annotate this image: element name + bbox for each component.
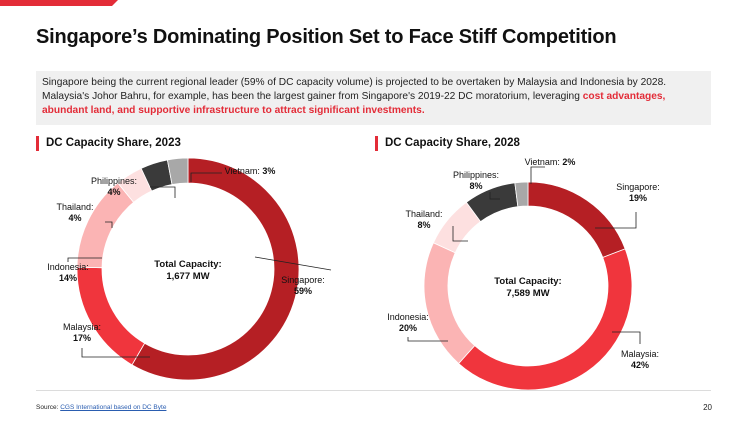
- data-label-name-singapore-1: Singapore:: [616, 182, 660, 192]
- center-value-1: 7,589 MW: [506, 288, 549, 299]
- leader-line-malaysia-1: [612, 331, 641, 344]
- leader-line-thailand-0: [105, 221, 113, 228]
- center-value-0: 1,677 MW: [166, 271, 209, 282]
- top-accent-bar: [0, 0, 118, 6]
- data-label-value-philippines-0: 4%: [107, 187, 120, 197]
- data-label-name-malaysia-0: Malaysia:: [63, 322, 101, 332]
- leader-line-vietnam-0: [190, 172, 222, 182]
- slice-indonesia-0: [76, 182, 135, 269]
- data-label-value-thailand-0: 4%: [68, 213, 81, 223]
- data-label-value-thailand-1: 8%: [417, 220, 430, 230]
- data-label-name-philippines-1: Philippines:: [453, 170, 499, 180]
- data-label-value-indonesia-0: 14%: [59, 273, 77, 283]
- summary-text: Singapore being the current regional lea…: [42, 77, 667, 102]
- data-label-value-singapore-0: 59%: [294, 286, 312, 296]
- leader-line-singapore-1: [595, 212, 637, 229]
- leader-line-philippines-1: [489, 192, 500, 200]
- slice-singapore-0: [131, 157, 300, 381]
- data-label-vietnam-1: Vietnam: 2%: [525, 157, 576, 167]
- leader-line-indonesia-0: [67, 257, 102, 262]
- chart-title-2028: DC Capacity Share, 2028: [375, 136, 520, 151]
- slice-vietnam-0: [166, 157, 189, 185]
- leader-line-singapore-0: [254, 256, 332, 271]
- footer-divider: [36, 390, 711, 391]
- data-label-value-malaysia-1: 42%: [631, 360, 649, 370]
- center-label-1: Total Capacity:: [494, 276, 561, 287]
- slice-singapore-1: [527, 181, 626, 258]
- source-note: Source: CGS International based on DC By…: [36, 404, 166, 411]
- source-link[interactable]: CGS International based on DC Byte: [60, 404, 167, 411]
- data-label-value-malaysia-0: 17%: [73, 333, 91, 343]
- leader-line-indonesia-1: [407, 337, 448, 342]
- data-label-name-malaysia-1: Malaysia:: [621, 349, 659, 359]
- leader-line-thailand-1: [452, 226, 468, 242]
- chart-title-2023: DC Capacity Share, 2023: [36, 136, 181, 151]
- data-label-name-thailand-0: Thailand:: [56, 202, 93, 212]
- leader-line-malaysia-0: [81, 348, 150, 358]
- data-label-name-singapore-0: Singapore:: [281, 275, 325, 285]
- data-label-value-philippines-1: 8%: [469, 181, 482, 191]
- data-label-name-indonesia-1: Indonesia:: [387, 312, 429, 322]
- page-title: Singapore’s Dominating Position Set to F…: [36, 26, 617, 48]
- center-label-0: Total Capacity:: [154, 259, 221, 270]
- data-label-name-indonesia-0: Indonesia:: [47, 262, 89, 272]
- page-number: 20: [703, 403, 712, 412]
- data-label-name-philippines-0: Philippines:: [91, 176, 137, 186]
- summary-box: Singapore being the current regional lea…: [36, 71, 711, 125]
- slice-malaysia-1: [458, 248, 633, 391]
- source-prefix: Source:: [36, 404, 61, 411]
- data-label-vietnam-0: Vietnam: 3%: [225, 166, 276, 176]
- summary-highlight: cost advantages, abundant land, and supp…: [42, 91, 666, 116]
- slice-malaysia-0: [76, 266, 146, 366]
- data-label-name-thailand-1: Thailand:: [405, 209, 442, 219]
- slice-indonesia-1: [423, 242, 476, 365]
- data-label-value-singapore-1: 19%: [629, 193, 647, 203]
- leader-line-vietnam-1: [530, 166, 545, 184]
- data-label-value-indonesia-1: 20%: [399, 323, 417, 333]
- leader-line-philippines-0: [150, 186, 176, 198]
- slice-vietnam-1: [514, 181, 529, 208]
